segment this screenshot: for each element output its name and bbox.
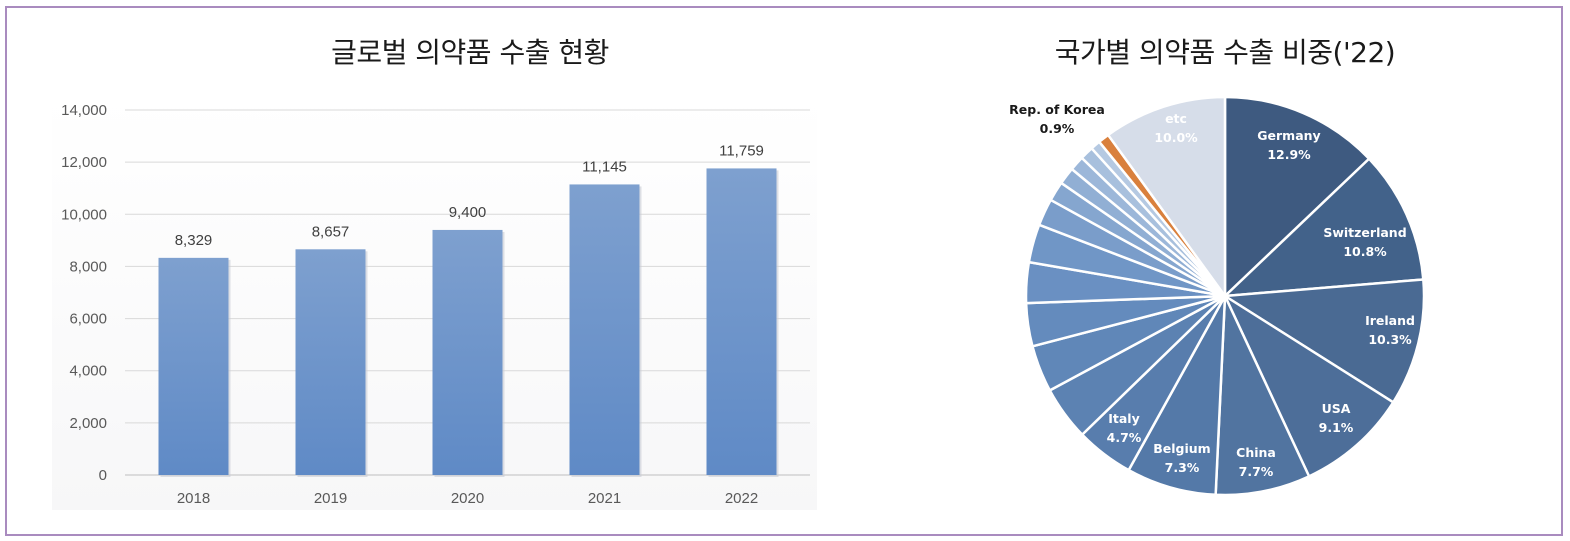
x-tick-label: 2018 <box>177 490 210 507</box>
bar <box>432 229 503 475</box>
pie-slice <box>1223 278 1426 404</box>
bar <box>295 249 366 475</box>
pie-slice-label: USA <box>1322 401 1351 416</box>
pie-slice-percent: 12.9% <box>1267 147 1311 162</box>
y-tick-label: 10,000 <box>61 206 107 223</box>
bar-value-label: 8,329 <box>175 232 213 249</box>
pie-slice-label: Ireland <box>1365 313 1415 328</box>
x-tick-label: 2021 <box>588 490 621 507</box>
pie-slice-label: China <box>1236 445 1276 460</box>
x-tick-label: 2022 <box>725 490 758 507</box>
bar <box>706 168 777 475</box>
pie-slice-label: etc <box>1165 111 1187 126</box>
pie-slice-percent: 7.3% <box>1165 460 1200 475</box>
pie-slice-percent: 0.9% <box>1040 121 1075 136</box>
bar-chart-title: 글로벌 의약품 수출 현황 <box>331 36 609 69</box>
pie-slice-percent: 7.7% <box>1239 464 1274 479</box>
bar <box>158 257 229 475</box>
bar-value-label: 11,759 <box>719 142 764 159</box>
figure-frame <box>5 6 1563 536</box>
pie-slice <box>1223 294 1395 478</box>
pie-slice-percent: 4.7% <box>1107 430 1142 445</box>
pie-slice-label: Germany <box>1257 128 1320 143</box>
pie-slice-label: Italy <box>1108 411 1140 426</box>
pie-slice <box>1214 294 1311 497</box>
y-tick-label: 2,000 <box>69 415 107 432</box>
pie-slice-percent: 10.8% <box>1343 244 1387 259</box>
y-tick-label: 4,000 <box>69 363 107 380</box>
x-tick-label: 2019 <box>314 490 347 507</box>
pie-slice-label: Switzerland <box>1323 225 1406 240</box>
y-tick-label: 8,000 <box>69 258 107 275</box>
y-tick-label: 6,000 <box>69 311 107 328</box>
pie-slice-label: Rep. of Korea <box>1009 102 1105 117</box>
pie-slice <box>1223 95 1371 298</box>
y-tick-label: 12,000 <box>61 154 107 171</box>
pie-chart-title: 국가별 의약품 수출 비중('22) <box>1054 36 1396 69</box>
y-tick-label: 14,000 <box>61 102 107 119</box>
y-tick-label: 0 <box>99 467 107 484</box>
bar-value-label: 11,145 <box>582 158 627 175</box>
pie-slice-label: Belgium <box>1153 441 1210 456</box>
bar <box>569 184 640 475</box>
pie-slice <box>1106 95 1227 298</box>
pie-slice-percent: 10.0% <box>1154 130 1198 145</box>
bar-value-label: 8,657 <box>312 223 350 240</box>
x-tick-label: 2020 <box>451 490 484 507</box>
pie-slice <box>1223 157 1425 298</box>
pie-slice-percent: 9.1% <box>1319 420 1354 435</box>
pie-slice-percent: 10.3% <box>1368 332 1412 347</box>
bar-value-label: 9,400 <box>449 204 487 221</box>
